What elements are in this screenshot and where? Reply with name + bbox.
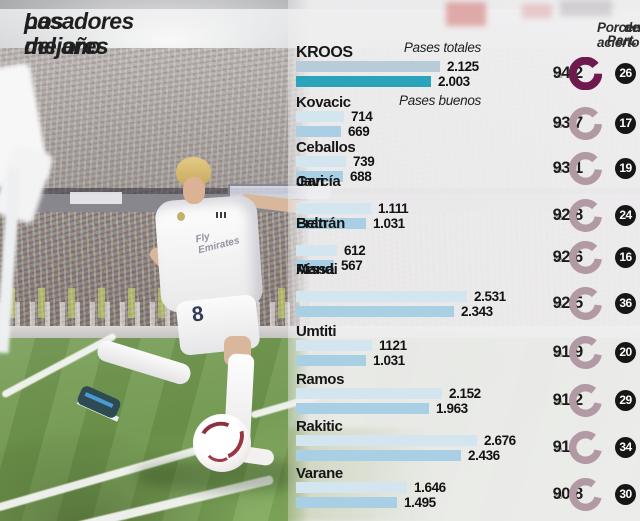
value-pases-totales: 2.676 — [484, 433, 516, 448]
bar-pases-totales — [296, 340, 372, 351]
participation-badge: 29 — [615, 389, 636, 411]
bar-pases-buenos — [296, 260, 334, 271]
value-pases-buenos: 1.031 — [373, 216, 405, 231]
participation-badge: 30 — [615, 483, 636, 505]
bar-pases-totales — [296, 388, 442, 399]
photo-bleed-red — [446, 2, 486, 26]
value-pases-buenos: 1.031 — [373, 353, 405, 368]
participation-badge: 26 — [615, 62, 636, 84]
accuracy-gauge-icon — [569, 198, 602, 232]
accuracy-percent: 91,2% — [552, 391, 584, 409]
value-pases-totales: 2.125 — [447, 59, 479, 74]
photo-bleed-dark — [560, 0, 612, 16]
bar-pases-buenos — [296, 218, 366, 229]
value-pases-buenos: 1.495 — [404, 495, 436, 510]
participation-badge: 20 — [615, 341, 636, 363]
accuracy-gauge-icon — [569, 106, 602, 140]
accuracy-percent: 94,2% — [552, 64, 584, 82]
value-pases-totales: 2.152 — [449, 386, 481, 401]
brand-logo — [216, 212, 226, 218]
bar-pases-totales — [296, 203, 371, 214]
title-line-1: Los mejores — [24, 8, 109, 59]
accuracy-gauge-icon — [569, 335, 602, 369]
value-pases-buenos: 669 — [348, 124, 370, 139]
bar-pases-buenos — [296, 171, 343, 182]
participation-badge: 34 — [615, 436, 636, 458]
stadium-sign — [70, 192, 122, 204]
accuracy-gauge-icon — [569, 286, 602, 320]
bar-pases-totales — [296, 61, 440, 72]
value-pases-totales: 739 — [353, 154, 375, 169]
accuracy-percent: 90,8% — [552, 485, 584, 503]
value-pases-buenos: 1.963 — [436, 401, 468, 416]
participation-badge: 16 — [615, 246, 636, 268]
bar-pases-buenos — [296, 306, 454, 317]
value-pases-totales: 1.111 — [378, 201, 409, 216]
pitchside-chairs — [0, 302, 310, 328]
accuracy-gauge-icon — [569, 240, 602, 274]
accuracy-percent: 91,9% — [552, 343, 584, 361]
value-pases-totales: 1121 — [379, 338, 407, 353]
accuracy-gauge-icon — [569, 383, 602, 417]
value-pases-buenos: 688 — [350, 169, 372, 184]
photo-bleed-red — [522, 4, 552, 18]
bar-pases-buenos — [296, 76, 431, 87]
accuracy-gauge-icon — [569, 151, 602, 185]
accuracy-percent: 92,8% — [552, 206, 584, 224]
value-pases-totales: 714 — [351, 109, 373, 124]
bar-pases-totales — [296, 291, 467, 302]
accuracy-percent: 93,1% — [552, 159, 584, 177]
football — [193, 412, 251, 472]
participation-column-header: Part. — [606, 33, 637, 48]
accuracy-percent: 93,7% — [552, 114, 584, 132]
participation-badge: 24 — [615, 204, 636, 226]
bar-pases-totales — [296, 435, 477, 446]
bar-pases-buenos — [296, 450, 461, 461]
accuracy-percent: 92,6% — [552, 248, 584, 266]
value-pases-buenos: 2.343 — [461, 304, 493, 319]
legend-good-passes: Pases buenos — [399, 93, 481, 108]
value-pases-totales: 2.531 — [474, 289, 506, 304]
accuracy-gauge-icon — [569, 56, 602, 90]
player-face — [183, 177, 205, 204]
bar-pases-buenos — [296, 126, 341, 137]
club-crest — [177, 212, 185, 221]
value-pases-buenos: 567 — [341, 258, 363, 273]
accuracy-percent: 91% — [552, 438, 571, 456]
value-pases-totales: 1.646 — [414, 480, 446, 495]
value-pases-buenos: 2.003 — [438, 74, 470, 89]
participation-badge: 19 — [615, 157, 636, 179]
bar-pases-totales — [296, 156, 346, 167]
bar-pases-buenos — [296, 355, 366, 366]
bar-pases-buenos — [296, 403, 429, 414]
accuracy-percent: 92,5% — [552, 294, 584, 312]
value-pases-buenos: 2.436 — [468, 448, 500, 463]
participation-badge: 17 — [615, 112, 636, 134]
accuracy-header-line-1: Porcentaje — [597, 20, 640, 35]
bar-pases-buenos — [296, 497, 397, 508]
bar-pases-totales — [296, 482, 407, 493]
accuracy-gauge-icon — [569, 477, 602, 511]
bar-pases-totales — [296, 245, 337, 256]
accuracy-gauge-icon — [569, 430, 602, 464]
accuracy-header-line-2: de acierto — [597, 20, 640, 50]
bar-pases-totales — [296, 111, 344, 122]
value-pases-totales: 612 — [344, 243, 366, 258]
title-line-2: pasadores del año — [24, 8, 134, 59]
legend-total-passes: Pases totales — [403, 40, 481, 55]
participation-badge: 36 — [615, 292, 636, 314]
